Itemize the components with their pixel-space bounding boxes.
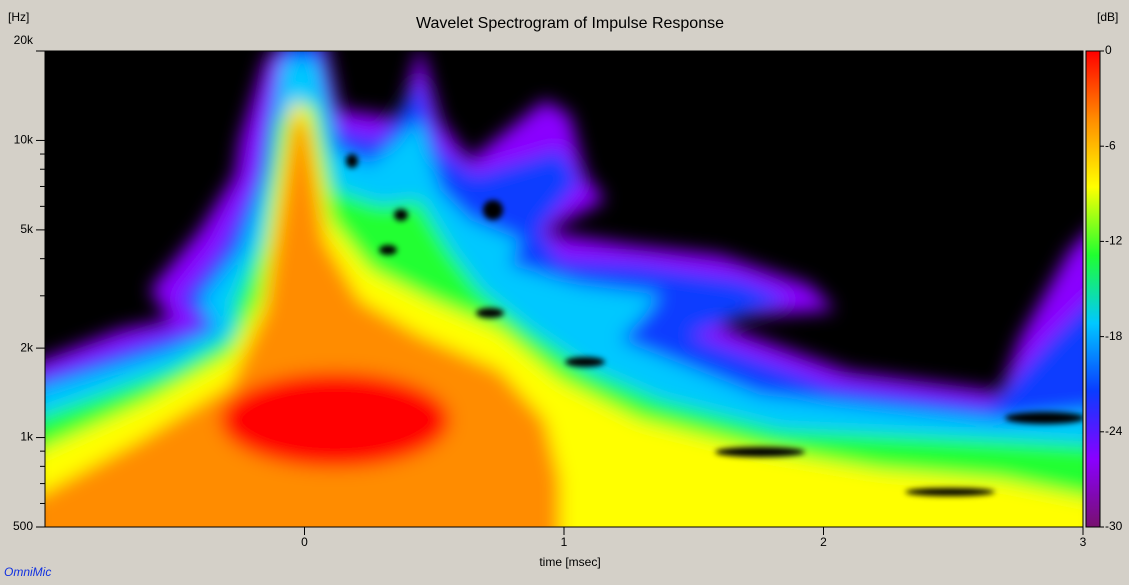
- y-tick-label: 500: [13, 519, 33, 533]
- level-region: [220, 372, 450, 468]
- colorbar: [1085, 50, 1101, 528]
- y-tick-label: 10k: [14, 133, 34, 147]
- spectrogram: [45, 51, 1083, 527]
- x-axis-label: time [msec]: [539, 555, 600, 569]
- y-tick-label: 2k: [20, 340, 34, 354]
- colorbar-unit: [dB]: [1097, 10, 1118, 24]
- chart-title: Wavelet Spectrogram of Impulse Response: [416, 15, 724, 32]
- y-unit: [Hz]: [8, 10, 29, 24]
- colorbar-tick-label: -6: [1105, 138, 1116, 152]
- x-tick-label: 1: [561, 535, 568, 549]
- colorbar-tick-label: -30: [1105, 519, 1123, 533]
- x-tick-label: 3: [1080, 535, 1087, 549]
- y-tick-label: 1k: [20, 430, 34, 444]
- nulls: [346, 154, 1083, 496]
- colorbar-tick-label: 0: [1105, 43, 1112, 57]
- watermark: OmniMic: [4, 565, 51, 579]
- x-tick-label: 0: [301, 535, 308, 549]
- colorbar-tick-label: -18: [1105, 329, 1123, 343]
- colorbar-tick-label: -12: [1105, 234, 1123, 248]
- y-tick-label: 20k: [14, 33, 34, 47]
- colorbar-tick-label: -24: [1105, 424, 1123, 438]
- x-tick-label: 2: [820, 535, 827, 549]
- y-tick-label: 5k: [20, 222, 34, 236]
